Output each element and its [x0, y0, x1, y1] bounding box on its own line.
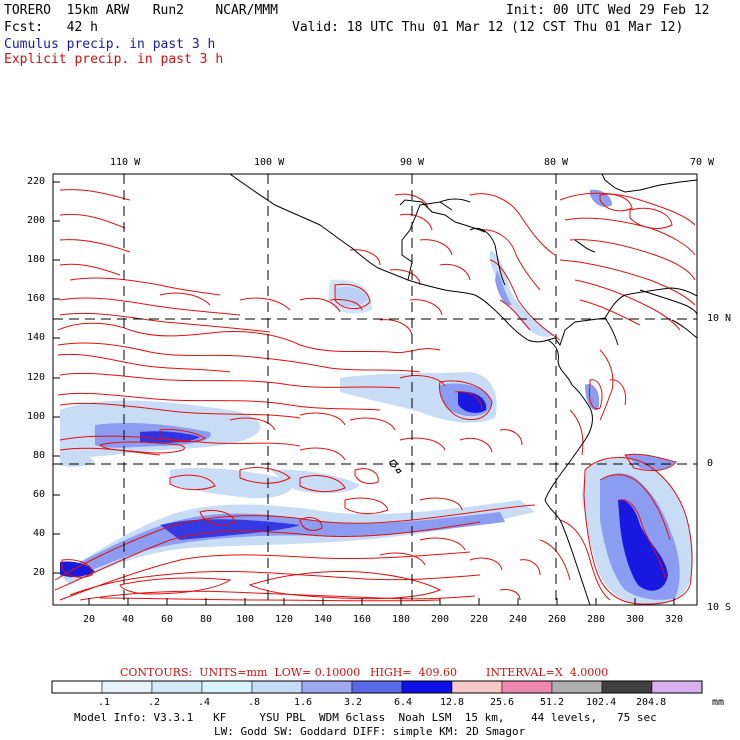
legend-cell — [601, 680, 653, 694]
grid-x-label: 300 — [626, 614, 645, 625]
lon-label: 110 W — [110, 157, 141, 168]
grid-y-label: 140 — [27, 332, 46, 343]
forecast-hour: Fcst: 42 h — [4, 20, 98, 35]
legend-label: .8 — [248, 697, 261, 708]
lon-label: 70 W — [690, 157, 715, 168]
lon-label: 80 W — [544, 157, 569, 168]
lat-label: 10 S — [707, 602, 732, 613]
grid-y-label: 60 — [33, 489, 46, 500]
legend-label: 204.8 — [636, 697, 667, 708]
legend-label: .4 — [198, 697, 211, 708]
lon-label: 90 W — [400, 157, 425, 168]
explicit-precip-contours — [54, 189, 696, 605]
coastlines — [229, 174, 697, 605]
model-info-line2: LW: Godd SW: Goddard DIFF: simple KM: 2D… — [214, 725, 526, 738]
legend-label: .2 — [148, 697, 161, 708]
lat-lon-grid — [53, 174, 697, 605]
legend-cell — [201, 680, 253, 694]
grid-x-label: 320 — [665, 614, 684, 625]
legend-label: 12.8 — [440, 697, 465, 708]
legend-label: 1.6 — [294, 697, 313, 708]
grid-y-label: 120 — [27, 372, 46, 383]
grid-x-label: 160 — [353, 614, 372, 625]
legend-cell — [501, 680, 553, 694]
legend-label: 3.2 — [344, 697, 363, 708]
model-info-line1: Model Info: V3.3.1 KF YSU PBL WDM 6class… — [74, 711, 657, 724]
contour-interval: INTERVAL=X 4.0000 — [486, 666, 609, 679]
grid-y-label: 160 — [27, 293, 46, 304]
lat-label: 10 N — [707, 313, 732, 324]
grid-x-label: 100 — [236, 614, 255, 625]
legend-cell — [51, 680, 103, 694]
legend-cell — [401, 680, 453, 694]
legend-cell — [351, 680, 403, 694]
legend-cell — [251, 680, 303, 694]
grid-y-label: 40 — [33, 528, 46, 539]
grid-x-label: 120 — [275, 614, 294, 625]
cumulus-label: Cumulus precip. in past 3 h — [4, 37, 216, 52]
legend-unit: mm — [712, 697, 725, 708]
grid-x-label: 200 — [431, 614, 450, 625]
legend-cell — [101, 680, 153, 694]
grid-x-label: 180 — [392, 614, 411, 625]
grid-y-label: 180 — [27, 254, 46, 265]
galapagos-islands — [389, 459, 402, 474]
legend-label: .1 — [98, 697, 111, 708]
explicit-label: Explicit precip. in past 3 h — [4, 52, 224, 67]
grid-y-label: 220 — [27, 176, 46, 187]
grid-y-label: 100 — [27, 411, 46, 422]
grid-x-label: 280 — [587, 614, 606, 625]
grid-y-label: 20 — [33, 567, 46, 578]
grid-x-label: 240 — [509, 614, 528, 625]
grid-y-label: 200 — [27, 215, 46, 226]
valid-time: Valid: 18 UTC Thu 01 Mar 12 (12 CST Thu … — [292, 20, 684, 35]
grid-x-label: 220 — [470, 614, 489, 625]
legend-cell — [651, 680, 703, 694]
axis-ticks — [53, 181, 675, 605]
contour-units-low: CONTOURS: UNITS=mm LOW= 0.10000 — [120, 666, 361, 679]
init-time: Init: 00 UTC Wed 29 Feb 12 — [506, 3, 710, 18]
grid-x-label: 60 — [161, 614, 174, 625]
model-title: TORERO 15km ARW Run2 NCAR/MMM — [4, 3, 278, 18]
lon-label: 100 W — [254, 157, 285, 168]
legend-cell — [301, 680, 353, 694]
legend-label: 25.6 — [490, 697, 515, 708]
legend-cell — [451, 680, 503, 694]
map-frame — [52, 173, 698, 606]
legend-cell — [151, 680, 203, 694]
contour-high: HIGH= 409.60 — [370, 666, 458, 679]
grid-y-label: 80 — [33, 450, 46, 461]
grid-x-label: 40 — [122, 614, 135, 625]
grid-x-label: 260 — [548, 614, 567, 625]
lat-label: 0 — [707, 458, 714, 469]
legend-label: 51.2 — [540, 697, 565, 708]
grid-x-label: 140 — [314, 614, 333, 625]
legend-label: 102.4 — [586, 697, 617, 708]
grid-x-label: 20 — [83, 614, 96, 625]
grid-x-label: 80 — [200, 614, 213, 625]
legend-cell — [551, 680, 603, 694]
legend-label: 6.4 — [394, 697, 413, 708]
